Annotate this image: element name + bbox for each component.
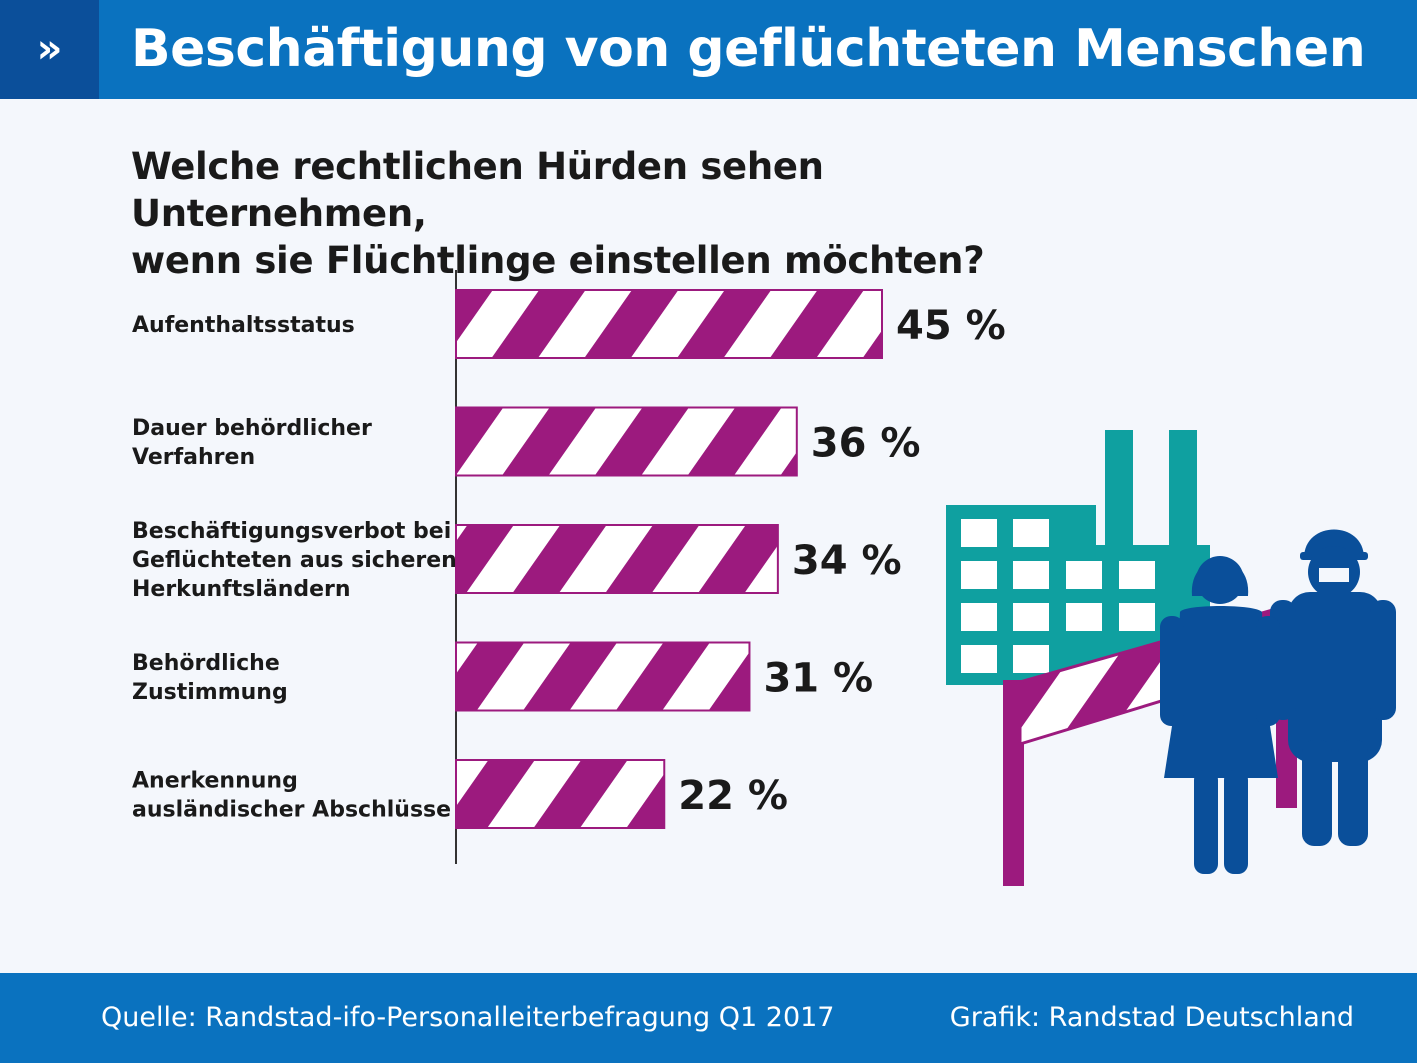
bar: [455, 641, 751, 712]
header-bar: » Beschäftigung von geflüchteten Mensche…: [0, 0, 1417, 99]
chevron-icon: »: [0, 0, 99, 99]
value-label: 22 %: [678, 773, 788, 819]
value-label: 45 %: [896, 303, 1006, 349]
bar: [455, 406, 798, 477]
value-label: 36 %: [811, 421, 921, 467]
graphic-credit: Grafik: Randstad Deutschland: [949, 1002, 1354, 1033]
chart-question: Welche rechtlichen Hürden sehen Unterneh…: [131, 143, 1131, 284]
bar: [455, 759, 666, 829]
value-label: 34 %: [792, 538, 902, 584]
worker-face: [1319, 568, 1349, 582]
bar: [455, 524, 779, 594]
value-label: 31 %: [763, 656, 873, 702]
category-label: Anerkennung ausländischer Abschlüsse: [132, 769, 451, 823]
chart-question-line-1: Welche rechtlichen Hürden sehen Unterneh…: [131, 145, 824, 235]
footer-bar: Quelle: Randstad-ifo-Personalleiterbefra…: [0, 973, 1417, 1063]
bar: [455, 289, 883, 359]
category-label: Beschäftigungsverbot bei Geflüchteten aus…: [132, 519, 457, 602]
worker-with-helmet-icon: [1270, 529, 1396, 846]
page-title: Beschäftigung von geflüchteten Menschen: [131, 19, 1366, 79]
woman-icon: [1160, 556, 1280, 874]
chart-question-line-2: wenn sie Flüchtlinge einstellen möchten?: [131, 239, 985, 282]
source-note: Quelle: Randstad-ifo-Personalleiterbefra…: [101, 1002, 835, 1033]
category-label: Behördliche Zustimmung: [132, 651, 288, 705]
category-label: Aufenthaltsstatus: [132, 313, 355, 338]
category-label: Dauer behördlicher Verfahren: [132, 416, 372, 470]
